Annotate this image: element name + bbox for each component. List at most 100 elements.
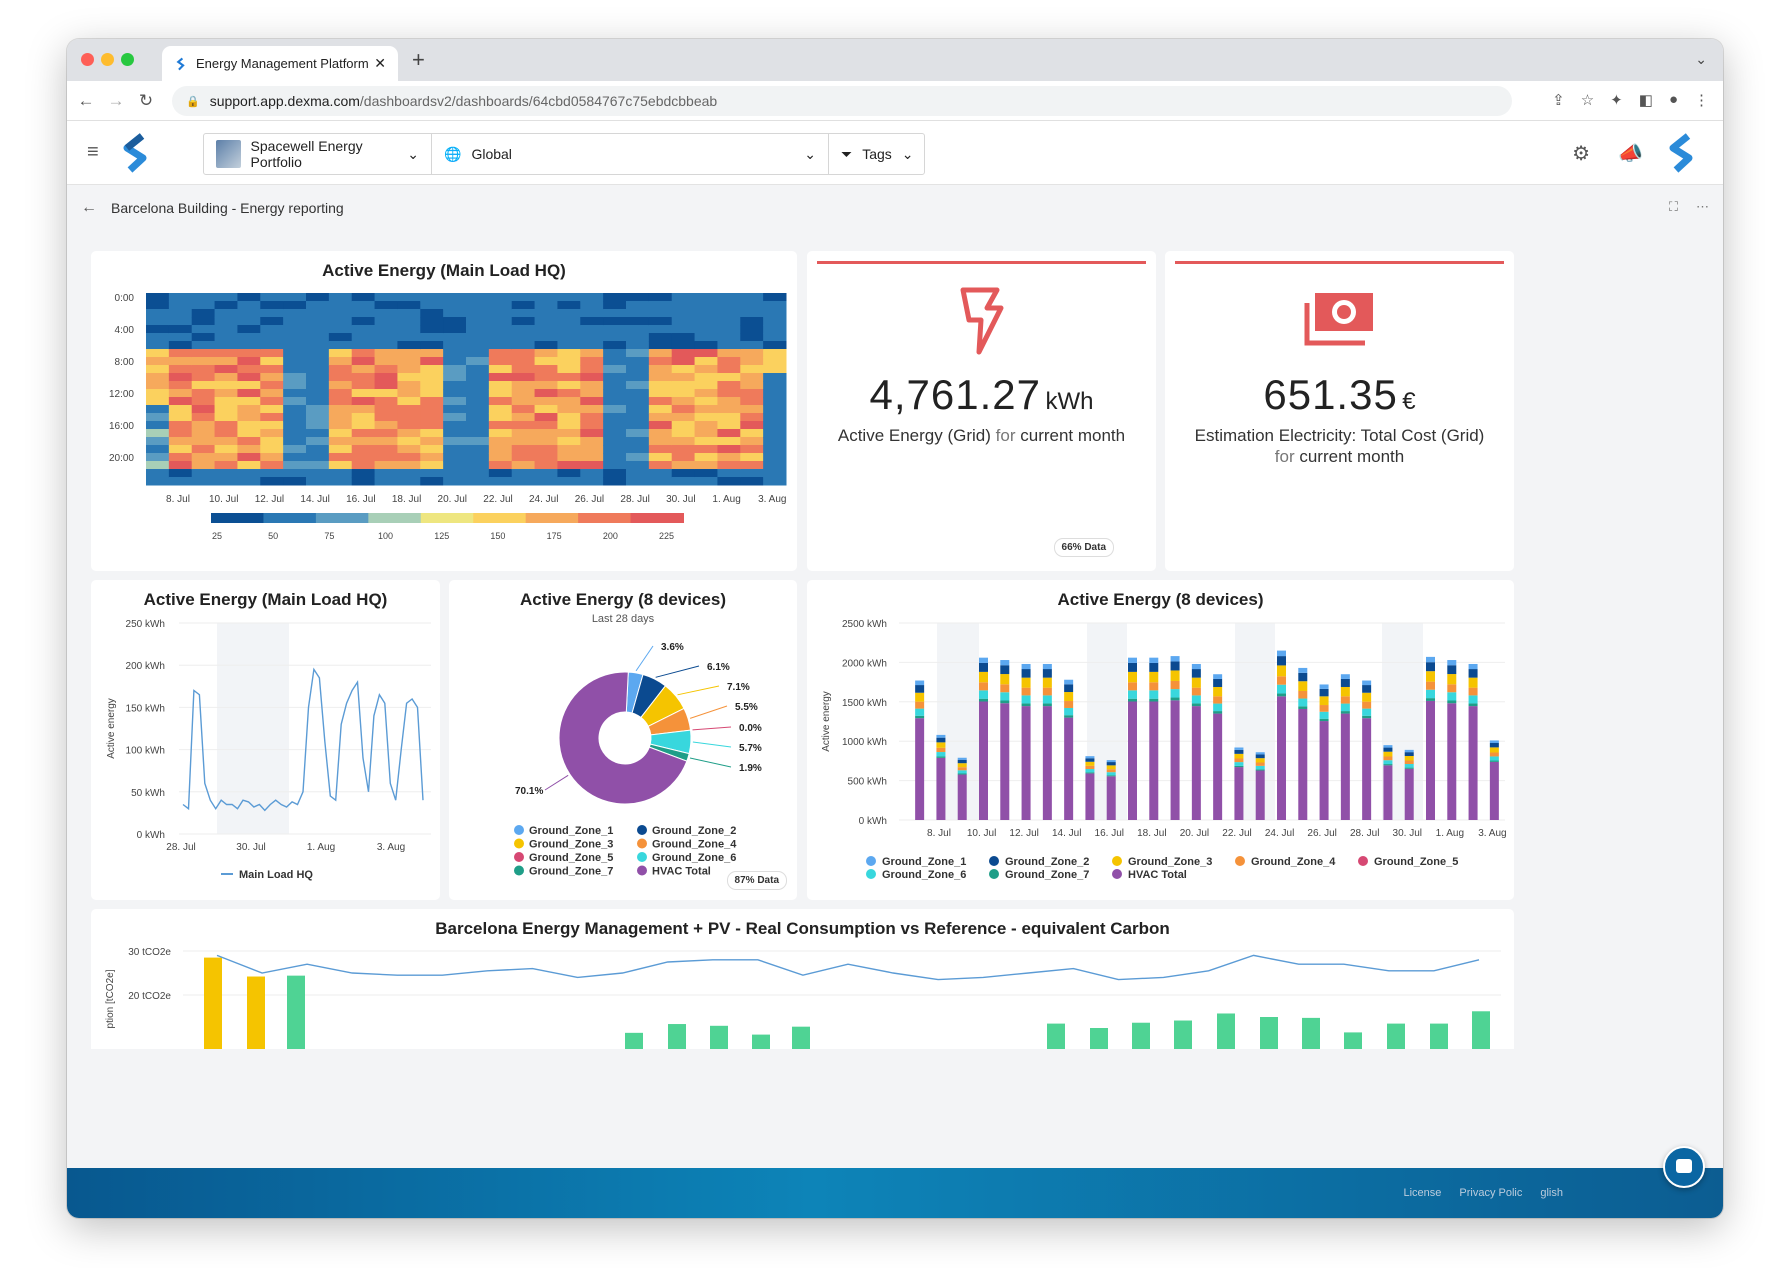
share-icon[interactable]: ⇪ <box>1552 92 1565 109</box>
fullscreen-icon[interactable]: ⛶ <box>1668 199 1678 214</box>
heatmap-cell <box>283 445 307 454</box>
heatmap-cell <box>740 405 764 414</box>
stacked-bar-segment <box>1170 700 1180 820</box>
heatmap-cell <box>694 429 718 438</box>
account-logo[interactable] <box>1663 133 1703 173</box>
y-tick-label: 30 tCO2e <box>128 947 171 958</box>
heatmap-cell <box>557 373 581 382</box>
settings-gear-icon[interactable]: ⚙ <box>1572 143 1591 165</box>
forward-icon[interactable]: → <box>107 90 125 110</box>
heatmap-cell <box>237 309 261 318</box>
heatmap-cell <box>351 301 376 310</box>
heatmap-cell <box>168 429 193 438</box>
profile-avatar[interactable]: ● <box>1668 91 1678 108</box>
portfolio-label: Spacewell Energy Portfolio <box>250 138 363 170</box>
reload-icon[interactable]: ↻ <box>138 90 154 110</box>
heatmap-cell <box>763 445 787 454</box>
stacked-bar-segment <box>1085 761 1095 766</box>
bookmark-star-icon[interactable]: ☆ <box>1580 92 1595 109</box>
extensions-icon[interactable]: ✦ <box>1610 92 1623 109</box>
heatmap-cell <box>191 397 216 406</box>
heatmap-cell <box>466 413 490 422</box>
stacked-bar-segment <box>1042 695 1052 704</box>
maximize-window-button[interactable] <box>121 53 134 66</box>
close-window-button[interactable] <box>81 53 94 66</box>
url-field[interactable]: 🔒 support.app.dexma.com/dashboardsv2/das… <box>172 86 1512 116</box>
portfolio-selector[interactable]: Spacewell Energy Portfolio ⌄ <box>204 134 432 174</box>
stacked-bar-segment <box>1234 749 1244 754</box>
chat-support-button[interactable] <box>1663 1146 1705 1188</box>
heatmap-cell <box>511 469 536 478</box>
stacked-bar-segment <box>1340 696 1350 704</box>
heatmap-cell <box>488 413 513 422</box>
stacked-bar-segment <box>1383 764 1393 766</box>
y-tick-label: 200 kWh <box>126 661 165 672</box>
heatmap-cell <box>694 341 718 350</box>
carbon-bar <box>287 975 305 1049</box>
license-link[interactable]: License <box>1403 1187 1442 1199</box>
announcements-megaphone-icon[interactable]: 📣 <box>1618 143 1643 165</box>
privacy-link[interactable]: Privacy Polic <box>1459 1187 1523 1199</box>
y-tick-label: 500 kWh <box>848 777 887 788</box>
kpi-cost-widget: 651.35 € Estimation Electricity: Total C… <box>1165 251 1514 571</box>
heatmap-cell <box>511 357 536 366</box>
language-link[interactable]: glish <box>1540 1187 1563 1199</box>
heatmap-cell <box>603 349 627 358</box>
heatmap-cell <box>671 445 696 454</box>
stacked-bar-segment <box>979 698 988 702</box>
legend-swatch <box>1235 856 1245 866</box>
line-chart: 0 kWh 50 kWh 100 kWh 150 kWh 200 kWh 250 kWh A… <box>106 619 431 881</box>
heatmap-cell <box>740 389 764 398</box>
dexma-logo[interactable] <box>117 133 157 173</box>
stacked-bar-segment <box>1213 713 1223 820</box>
heatmap-cell <box>603 405 627 414</box>
stacked-bar-segment <box>915 680 925 686</box>
heatmap-cell <box>534 437 558 446</box>
sidebar-icon[interactable]: ◧ <box>1638 92 1653 109</box>
stacked-bar-segment <box>936 734 946 738</box>
stacked-bar-segment <box>1170 680 1180 690</box>
heatmap-cell <box>671 437 696 446</box>
stacked-bar-segment <box>1213 674 1223 679</box>
heatmap-cell <box>397 357 421 366</box>
more-options-icon[interactable]: ⋯ <box>1696 199 1709 214</box>
kpi-value-row: 4,761.27 kWh <box>807 371 1156 419</box>
back-icon[interactable]: ← <box>77 90 95 110</box>
back-arrow-icon[interactable]: ← <box>81 199 97 216</box>
heatmap-cell <box>237 453 261 462</box>
heatmap-cell <box>283 429 307 438</box>
heatmap-cell <box>763 469 787 478</box>
heatmap-cell <box>603 469 627 478</box>
heatmap-cell <box>740 373 764 382</box>
hamburger-icon[interactable]: ≡ <box>87 141 99 163</box>
heatmap-cell <box>351 293 376 302</box>
heatmap-cell <box>420 309 444 318</box>
heatmap-cell <box>763 373 787 382</box>
heatmap-cell <box>328 453 353 462</box>
heatmap-cell <box>146 325 170 334</box>
heatmap-cell <box>191 293 216 302</box>
heatmap-cell <box>648 317 673 326</box>
heatmap-cell <box>488 357 513 366</box>
heatmap-cell <box>557 357 581 366</box>
heatmap-cell <box>603 301 627 310</box>
heatmap-cell <box>488 293 513 302</box>
heatmap-cell <box>397 461 421 470</box>
stacked-bar-segment <box>1404 768 1414 820</box>
tags-filter[interactable]: ⏷ Tags ⌄ <box>829 134 924 174</box>
heatmap-cell <box>740 429 764 438</box>
minimize-window-button[interactable] <box>101 53 114 66</box>
heatmap-cell <box>191 317 216 326</box>
new-tab-button[interactable]: + <box>412 47 425 72</box>
stacked-bar-segment <box>1128 657 1137 663</box>
x-tick-label: 3. Aug <box>377 842 405 853</box>
legend-swatch <box>637 838 647 849</box>
close-tab-icon[interactable]: ✕ <box>374 55 386 71</box>
heatmap-cell <box>328 341 353 350</box>
stacked-bar-segment <box>1277 665 1286 677</box>
heatmap-cell <box>168 381 193 390</box>
browser-tab[interactable]: Energy Management Platform ✕ <box>162 46 398 81</box>
browser-menu-icon[interactable]: ⋮ <box>1694 92 1709 109</box>
scope-selector[interactable]: 🌐 Global ⌄ <box>432 134 829 174</box>
tab-menu-chevron-icon[interactable]: ⌄ <box>1695 51 1707 67</box>
